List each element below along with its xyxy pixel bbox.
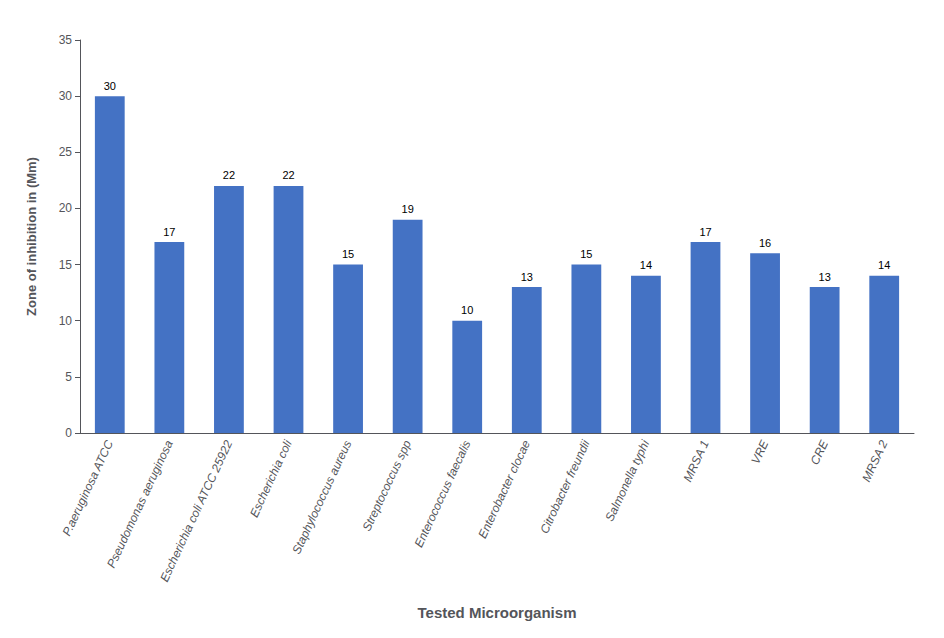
svg-text:Enterobacter clocae: Enterobacter clocae xyxy=(475,438,533,541)
svg-text:13: 13 xyxy=(819,271,831,283)
svg-text:17: 17 xyxy=(163,226,175,238)
svg-text:MRSA 2: MRSA 2 xyxy=(859,438,891,484)
svg-text:20: 20 xyxy=(59,201,73,215)
svg-text:Enterococcus faecalis: Enterococcus faecalis xyxy=(412,438,474,550)
svg-text:CRE: CRE xyxy=(808,437,832,467)
svg-text:Escherichia coli ATCC 25922: Escherichia coli ATCC 25922 xyxy=(157,438,235,584)
svg-text:17: 17 xyxy=(699,226,711,238)
svg-text:Streptococcus spp: Streptococcus spp xyxy=(360,438,415,534)
svg-text:Zone of inhibition in (Mm): Zone of inhibition in (Mm) xyxy=(24,157,39,316)
svg-text:Salmonella typhi: Salmonella typhi xyxy=(602,438,652,524)
svg-text:13: 13 xyxy=(521,271,533,283)
svg-text:22: 22 xyxy=(282,169,294,181)
svg-text:25: 25 xyxy=(59,145,73,159)
svg-text:16: 16 xyxy=(759,237,771,249)
svg-text:15: 15 xyxy=(342,248,354,260)
svg-text:Pseudomonas aeruginosa: Pseudomonas aeruginosa xyxy=(104,438,176,570)
svg-text:5: 5 xyxy=(65,370,72,384)
svg-text:30: 30 xyxy=(59,89,73,103)
svg-text:MRSA 1: MRSA 1 xyxy=(680,438,711,484)
svg-text:15: 15 xyxy=(59,258,73,272)
svg-text:22: 22 xyxy=(223,169,235,181)
svg-text:10: 10 xyxy=(461,304,473,316)
svg-text:Staphylococcus aureus: Staphylococcus aureus xyxy=(289,438,354,556)
svg-text:14: 14 xyxy=(640,259,652,271)
svg-text:Tested Microorganism: Tested Microorganism xyxy=(418,604,577,621)
svg-text:15: 15 xyxy=(580,248,592,260)
svg-text:Escherichia coli: Escherichia coli xyxy=(247,438,295,520)
svg-text:P.aeruginosa ATCC: P.aeruginosa ATCC xyxy=(60,438,117,538)
svg-text:VRE: VRE xyxy=(748,437,772,466)
svg-text:19: 19 xyxy=(402,203,414,215)
svg-text:14: 14 xyxy=(878,259,890,271)
svg-text:Citrobacter freundii: Citrobacter freundii xyxy=(537,438,593,536)
svg-text:35: 35 xyxy=(59,33,73,47)
svg-text:30: 30 xyxy=(104,80,116,92)
svg-text:0: 0 xyxy=(65,426,72,440)
svg-text:10: 10 xyxy=(59,314,73,328)
